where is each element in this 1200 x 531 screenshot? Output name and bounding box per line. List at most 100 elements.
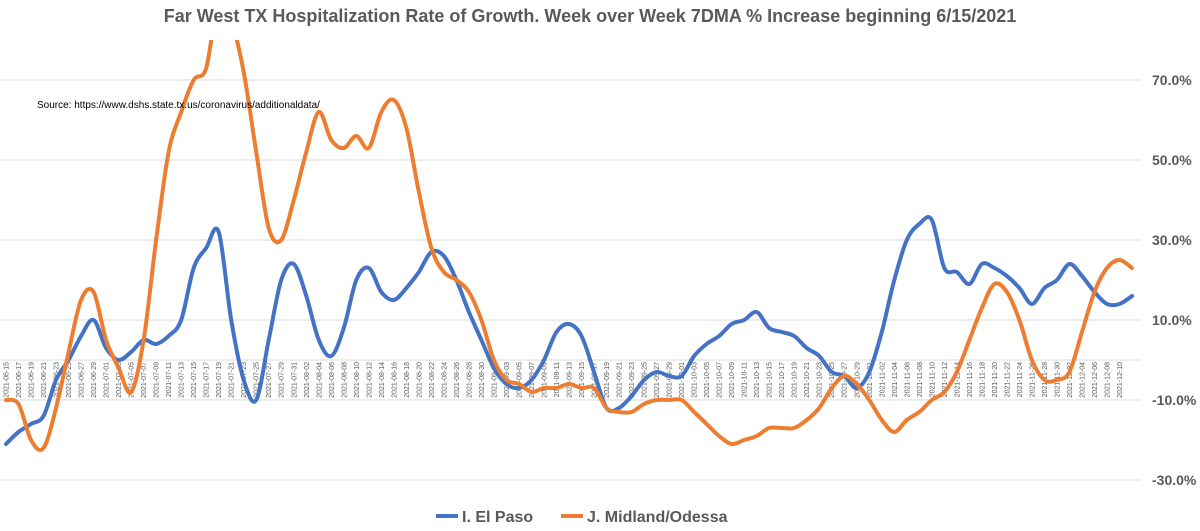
x-tick-label: 2021-07-15 bbox=[191, 362, 198, 398]
x-tick-label: 2021-07-05 bbox=[129, 362, 136, 398]
x-tick-label: 2021-06-17 bbox=[16, 362, 23, 398]
x-tick-label: 2021-11-26 bbox=[1029, 362, 1036, 397]
x-tick-label: 2021-08-14 bbox=[379, 362, 386, 398]
x-tick-label: 2021-09-19 bbox=[604, 362, 611, 398]
x-tick-label: 2021-06-27 bbox=[79, 362, 86, 398]
x-tick-label: 2021-09-27 bbox=[654, 362, 661, 398]
x-tick-label: 2021-07-09 bbox=[154, 362, 161, 398]
x-tick-label: 2021-08-26 bbox=[454, 362, 461, 398]
x-tick-label: 2021-07-19 bbox=[216, 362, 223, 398]
series-lines bbox=[4, 40, 1134, 452]
x-tick-label: 2021-07-01 bbox=[104, 362, 111, 398]
x-axis-ticks: 2021-06-15 2021-06-17 2021-06-19 2021-06-21… bbox=[4, 362, 1125, 398]
x-tick-label: 2021-10-15 bbox=[767, 362, 774, 398]
x-tick-label: 2021-11-24 bbox=[1017, 362, 1024, 397]
y-tick-label: 30.0% bbox=[1152, 232, 1192, 248]
x-tick-label: 2021-11-18 bbox=[979, 362, 986, 397]
x-tick-label: 2021-12-06 bbox=[1092, 362, 1099, 398]
x-tick-label: 2021-09-23 bbox=[629, 362, 636, 398]
legend-label: J. Midland/Odessa bbox=[587, 509, 728, 526]
x-tick-label: 2021-10-23 bbox=[817, 362, 824, 398]
x-tick-label: 2021-08-18 bbox=[404, 362, 411, 398]
x-tick-label: 2021-08-12 bbox=[366, 362, 373, 398]
series-line-el-paso bbox=[4, 215, 1134, 446]
x-tick-label: 2021-07-13 bbox=[179, 362, 186, 398]
x-tick-label: 2021-07-25 bbox=[254, 362, 261, 398]
x-tick-label: 2021-08-24 bbox=[441, 362, 448, 398]
x-tick-label: 2021-09-05 bbox=[517, 362, 524, 398]
x-tick-label: 2021-07-21 bbox=[229, 362, 236, 398]
x-tick-label: 2021-11-20 bbox=[992, 362, 999, 397]
x-tick-label: 2021-10-31 bbox=[867, 362, 874, 398]
x-tick-label: 2021-12-02 bbox=[1067, 362, 1074, 398]
y-tick-label: -10.0% bbox=[1152, 392, 1197, 408]
x-tick-label: 2021-09-11 bbox=[554, 362, 561, 397]
x-tick-label: 2021-09-01 bbox=[491, 362, 498, 398]
legend: I. El Paso J. Midland/Odessa bbox=[436, 509, 728, 526]
x-tick-label: 2021-10-05 bbox=[704, 362, 711, 398]
source-annotation: Source: https://www.dshs.state.tx.us/cor… bbox=[37, 100, 320, 111]
x-tick-label: 2021-08-28 bbox=[466, 362, 473, 398]
x-tick-label: 2021-09-15 bbox=[579, 362, 586, 398]
x-tick-label: 2021-09-09 bbox=[542, 362, 549, 398]
x-tick-label: 2021-09-13 bbox=[567, 362, 574, 398]
x-tick-label: 2021-07-07 bbox=[141, 362, 148, 398]
x-tick-label: 2021-06-15 bbox=[4, 362, 11, 398]
x-tick-label: 2021-12-04 bbox=[1080, 362, 1087, 398]
x-tick-label: 2021-10-25 bbox=[829, 362, 836, 398]
y-axis-ticks: -30.0% -10.0% 10.0% 30.0% 50.0% 70.0% bbox=[1152, 72, 1197, 488]
x-tick-label: 2021-08-04 bbox=[316, 362, 323, 398]
x-tick-label: 2021-07-27 bbox=[266, 362, 273, 398]
x-tick-label: 2021-07-31 bbox=[291, 362, 298, 398]
x-tick-label: 2021-10-13 bbox=[754, 362, 761, 398]
x-tick-label: 2021-11-12 bbox=[942, 362, 949, 397]
y-tick-label: 70.0% bbox=[1152, 72, 1192, 88]
x-tick-label: 2021-06-25 bbox=[66, 362, 73, 398]
x-tick-label: 2021-11-14 bbox=[954, 362, 961, 397]
x-tick-label: 2021-10-11 bbox=[742, 362, 749, 397]
x-tick-label: 2021-11-06 bbox=[904, 362, 911, 397]
x-tick-label: 2021-07-03 bbox=[116, 362, 123, 398]
x-tick-label: 2021-10-29 bbox=[854, 362, 861, 398]
x-tick-label: 2021-11-08 bbox=[917, 362, 924, 397]
x-tick-label: 2021-11-16 bbox=[967, 362, 974, 397]
x-tick-label: 2021-09-29 bbox=[667, 362, 674, 398]
x-tick-label: 2021-08-16 bbox=[391, 362, 398, 398]
x-tick-label: 2021-10-21 bbox=[804, 362, 811, 398]
x-tick-label: 2021-08-10 bbox=[354, 362, 361, 398]
x-tick-label: 2021-07-17 bbox=[204, 362, 211, 398]
x-tick-label: 2021-12-08 bbox=[1105, 362, 1112, 398]
x-tick-label: 2021-10-17 bbox=[779, 362, 786, 398]
x-tick-label: 2021-08-06 bbox=[329, 362, 336, 398]
x-tick-label: 2021-07-29 bbox=[279, 362, 286, 398]
x-tick-label: 2021-06-19 bbox=[29, 362, 36, 398]
y-tick-label: 10.0% bbox=[1152, 312, 1192, 328]
y-tick-label: 50.0% bbox=[1152, 152, 1192, 168]
x-tick-label: 2021-11-02 bbox=[879, 362, 886, 397]
x-tick-label: 2021-10-07 bbox=[717, 362, 724, 398]
x-tick-label: 2021-11-22 bbox=[1004, 362, 1011, 397]
x-tick-label: 2021-08-02 bbox=[304, 362, 311, 398]
x-tick-label: 2021-10-19 bbox=[792, 362, 799, 398]
x-tick-label: 2021-10-09 bbox=[729, 362, 736, 398]
series-line-midland-odessa bbox=[4, 40, 1134, 452]
x-tick-label: 2021-10-03 bbox=[692, 362, 699, 398]
grid bbox=[0, 79, 1140, 481]
x-tick-label: 2021-10-27 bbox=[842, 362, 849, 398]
legend-label: I. El Paso bbox=[462, 509, 533, 526]
x-tick-label: 2021-12-10 bbox=[1117, 362, 1124, 398]
x-tick-label: 2021-08-22 bbox=[429, 362, 436, 398]
x-tick-label: 2021-10-01 bbox=[679, 362, 686, 398]
x-tick-label: 2021-08-08 bbox=[341, 362, 348, 398]
x-tick-label: 2021-09-21 bbox=[617, 362, 624, 398]
x-tick-label: 2021-08-20 bbox=[416, 362, 423, 398]
x-tick-label: 2021-06-29 bbox=[91, 362, 98, 398]
x-tick-label: 2021-08-30 bbox=[479, 362, 486, 398]
x-tick-label: 2021-07-11 bbox=[166, 362, 173, 397]
x-tick-label: 2021-06-21 bbox=[41, 362, 48, 398]
x-tick-label: 2021-11-10 bbox=[929, 362, 936, 397]
y-tick-label: -30.0% bbox=[1152, 472, 1197, 488]
x-tick-label: 2021-11-04 bbox=[892, 362, 899, 397]
chart-title: Far West TX Hospitalization Rate of Grow… bbox=[164, 6, 1017, 26]
